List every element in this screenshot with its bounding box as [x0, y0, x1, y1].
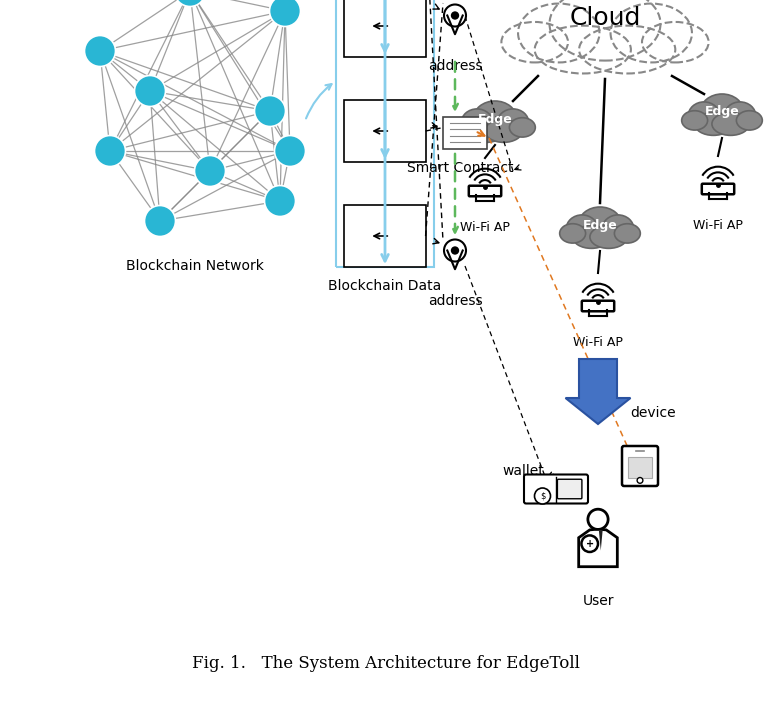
Text: Edge: Edge [478, 112, 513, 125]
Ellipse shape [550, 0, 661, 60]
FancyBboxPatch shape [344, 100, 425, 162]
FancyBboxPatch shape [557, 479, 582, 498]
Text: Cloud: Cloud [569, 6, 641, 30]
Ellipse shape [497, 109, 529, 137]
Circle shape [637, 477, 643, 483]
Ellipse shape [461, 109, 493, 137]
Polygon shape [579, 529, 618, 566]
Ellipse shape [590, 226, 628, 248]
Circle shape [269, 0, 300, 27]
Ellipse shape [573, 226, 610, 248]
Ellipse shape [615, 224, 640, 243]
Text: Blockchain Data: Blockchain Data [328, 279, 442, 293]
Ellipse shape [455, 118, 481, 137]
Text: +: + [586, 538, 594, 549]
FancyBboxPatch shape [622, 446, 658, 486]
Circle shape [275, 135, 306, 167]
Text: device: device [630, 406, 676, 420]
Ellipse shape [560, 224, 586, 243]
Circle shape [195, 156, 225, 186]
Text: Fig. 1.   The System Architecture for EdgeToll: Fig. 1. The System Architecture for Edge… [192, 655, 580, 672]
Circle shape [84, 36, 116, 67]
Ellipse shape [473, 101, 516, 136]
Circle shape [444, 240, 466, 261]
Ellipse shape [485, 119, 523, 142]
FancyArrow shape [566, 359, 631, 424]
Text: Wi-Fi AP: Wi-Fi AP [693, 219, 743, 232]
Circle shape [581, 536, 598, 552]
FancyBboxPatch shape [702, 184, 734, 194]
Circle shape [588, 509, 608, 529]
Ellipse shape [682, 111, 708, 130]
FancyBboxPatch shape [344, 205, 425, 267]
Ellipse shape [518, 4, 599, 62]
Ellipse shape [688, 102, 720, 130]
Circle shape [444, 4, 466, 27]
Ellipse shape [501, 22, 568, 62]
Ellipse shape [700, 94, 743, 129]
Ellipse shape [712, 112, 750, 135]
Ellipse shape [642, 22, 709, 62]
Circle shape [134, 76, 165, 107]
Text: Wi-Fi AP: Wi-Fi AP [573, 336, 623, 349]
Circle shape [451, 11, 459, 20]
Circle shape [534, 488, 550, 504]
Text: Edge: Edge [583, 219, 618, 231]
Text: address: address [428, 59, 482, 73]
FancyBboxPatch shape [628, 457, 652, 477]
Ellipse shape [468, 119, 505, 142]
Circle shape [174, 0, 205, 6]
Ellipse shape [566, 215, 598, 243]
Ellipse shape [736, 111, 762, 130]
Ellipse shape [695, 112, 732, 135]
Circle shape [265, 186, 296, 217]
Text: wallet: wallet [502, 464, 544, 478]
Ellipse shape [535, 26, 631, 74]
Circle shape [94, 135, 126, 167]
Text: User: User [582, 594, 614, 608]
Circle shape [255, 95, 286, 126]
FancyBboxPatch shape [524, 475, 588, 503]
Ellipse shape [724, 102, 756, 130]
Text: Wi-Fi AP: Wi-Fi AP [460, 221, 510, 234]
Text: $: $ [540, 491, 545, 501]
FancyBboxPatch shape [582, 301, 615, 311]
Text: address: address [428, 294, 482, 308]
Ellipse shape [579, 26, 676, 74]
Text: Blockchain Network: Blockchain Network [126, 259, 264, 273]
Polygon shape [447, 250, 462, 269]
Ellipse shape [611, 4, 692, 62]
Ellipse shape [578, 207, 621, 243]
FancyBboxPatch shape [344, 0, 425, 57]
FancyBboxPatch shape [443, 117, 487, 149]
Text: Smart Contract: Smart Contract [407, 161, 513, 175]
Ellipse shape [602, 215, 634, 243]
Circle shape [451, 246, 459, 254]
Circle shape [144, 205, 175, 236]
Ellipse shape [510, 118, 535, 137]
FancyBboxPatch shape [469, 186, 501, 196]
Polygon shape [447, 15, 462, 34]
Text: Edge: Edge [705, 105, 740, 118]
Polygon shape [599, 531, 603, 550]
